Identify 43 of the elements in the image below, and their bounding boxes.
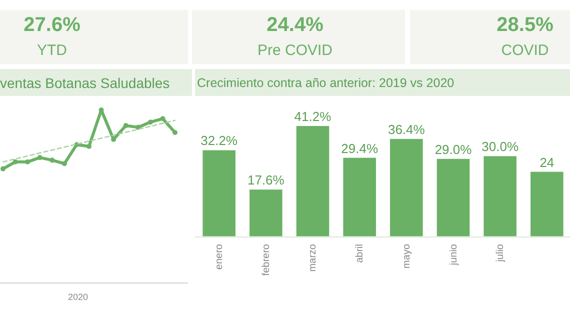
text: COVID xyxy=(501,42,549,59)
text: 27.6% xyxy=(24,14,81,36)
point xyxy=(12,159,18,164)
point xyxy=(62,161,67,166)
point xyxy=(172,130,178,136)
chart-title: ventas Botanas Saludables xyxy=(0,75,170,91)
x-tick-label: marzo xyxy=(308,244,319,272)
bar xyxy=(390,138,423,237)
data-label: 36.4% xyxy=(388,122,426,137)
x-tick-label: junio xyxy=(448,244,460,266)
point xyxy=(86,144,92,149)
chart-title: Crecimiento contra año anterior: 2019 vs 2020 xyxy=(197,76,454,90)
x-tick-label: julio xyxy=(495,244,506,263)
point xyxy=(123,123,128,128)
data-label: 17.6% xyxy=(247,172,285,188)
x-tick-label: mayo xyxy=(401,244,412,268)
text: Pre COVID xyxy=(257,42,333,59)
data-label: 30.0% xyxy=(482,139,519,154)
data-label: 24 xyxy=(540,154,554,170)
bar xyxy=(250,190,282,237)
bar xyxy=(202,150,236,237)
data-label: 29.4% xyxy=(341,140,378,156)
text: 24.4% xyxy=(266,14,324,36)
data-label: 29.0% xyxy=(434,142,472,157)
bar xyxy=(296,126,330,237)
point xyxy=(37,155,42,160)
bar xyxy=(530,172,564,237)
point xyxy=(160,116,166,122)
x-tick-label: abril xyxy=(354,244,366,263)
point xyxy=(0,166,6,172)
text: 28.5% xyxy=(496,14,554,36)
text: YTD xyxy=(37,42,68,59)
bar xyxy=(484,156,516,237)
point xyxy=(25,159,30,164)
bar xyxy=(436,158,470,237)
data-label: 32.2% xyxy=(200,133,238,148)
x-tick-label: febrero xyxy=(260,244,272,276)
point xyxy=(50,158,55,163)
x-axis-title: 2020 xyxy=(68,292,88,302)
bar xyxy=(343,158,376,237)
point xyxy=(148,120,153,125)
x-tick-label: enero xyxy=(214,244,226,270)
data-label: 41.2% xyxy=(294,109,332,124)
